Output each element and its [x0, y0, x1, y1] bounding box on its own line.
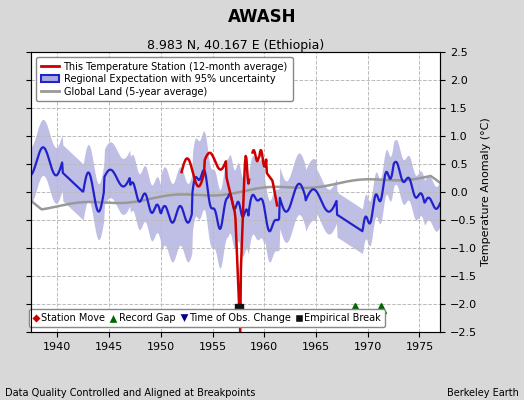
Text: AWASH: AWASH — [228, 8, 296, 26]
Y-axis label: Temperature Anomaly (°C): Temperature Anomaly (°C) — [481, 118, 491, 266]
Text: Data Quality Controlled and Aligned at Breakpoints: Data Quality Controlled and Aligned at B… — [5, 388, 256, 398]
Legend: Station Move, Record Gap, Time of Obs. Change, Empirical Break: Station Move, Record Gap, Time of Obs. C… — [29, 309, 385, 327]
Title: 8.983 N, 40.167 E (Ethiopia): 8.983 N, 40.167 E (Ethiopia) — [147, 39, 324, 52]
Text: Berkeley Earth: Berkeley Earth — [447, 388, 519, 398]
